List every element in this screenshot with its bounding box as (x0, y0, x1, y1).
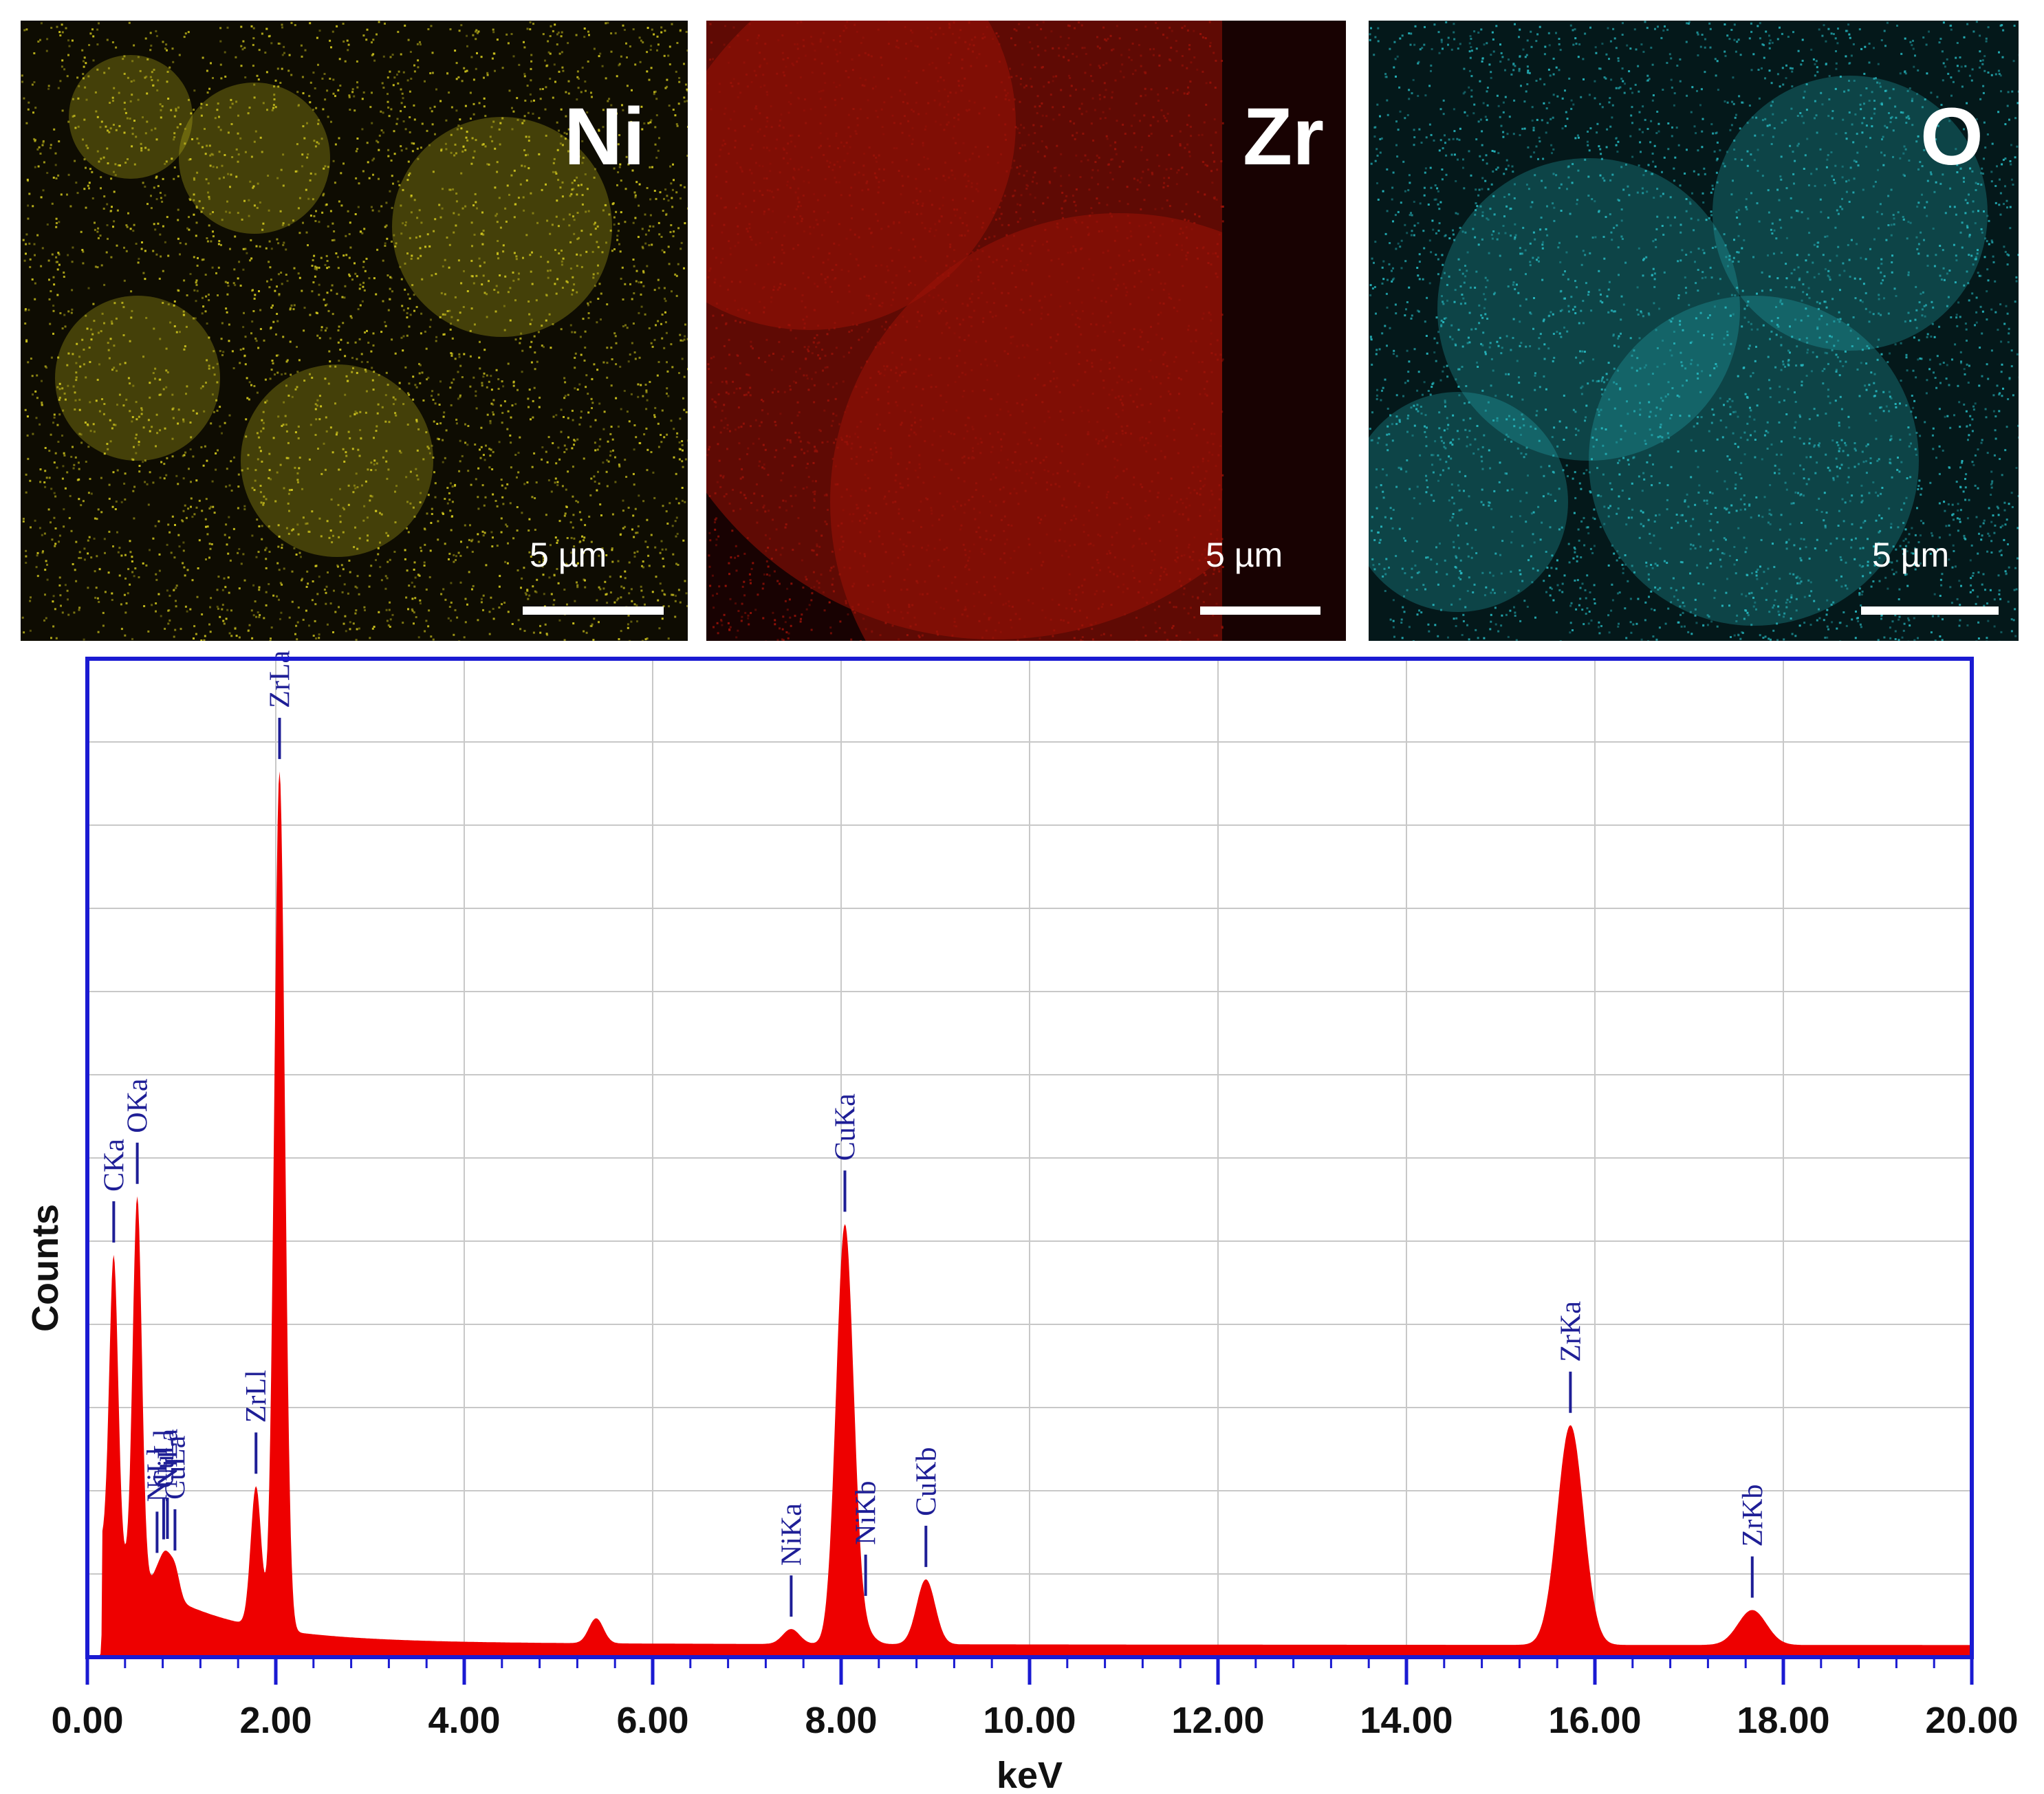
o-scale-bar (1861, 606, 1999, 615)
x-tick-label: 16.00 (1548, 1700, 1641, 1741)
x-ticks: 0.00 2.00 4.00 6.00 8.00 10.00 12.00 14.00 16.00… (51, 1657, 2019, 1741)
zr-map: Zr 5 µm (706, 21, 1346, 641)
peak-label: ZrKb (1737, 1484, 1769, 1546)
x-tick-label: 18.00 (1737, 1700, 1829, 1741)
peak-label: NiKb (851, 1481, 882, 1545)
peak-label: CuLa (160, 1435, 191, 1500)
x-tick-label: 14.00 (1360, 1700, 1453, 1741)
x-tick-label: 10.00 (983, 1700, 1076, 1741)
x-tick-label: 4.00 (428, 1700, 500, 1741)
peak-label: CKa (98, 1139, 130, 1192)
x-tick-label: 20.00 (1925, 1700, 2018, 1741)
x-tick-label: 6.00 (616, 1700, 688, 1741)
peak-label: NiLl (142, 1447, 173, 1502)
spectrum-area (87, 771, 1972, 1657)
peak-label: ZrLl (241, 1370, 272, 1423)
peak-label: CuKa (829, 1093, 861, 1161)
peak-label: ZrKa (1555, 1301, 1587, 1362)
ni-scale-bar (523, 606, 664, 615)
o-map-label: O (1920, 91, 1983, 182)
x-tick-label: 8.00 (805, 1700, 877, 1741)
zr-scale-label: 5 µm (1206, 536, 1283, 574)
peak-label: CuLl (149, 1429, 180, 1488)
ni-map: Ni 5 µm (21, 21, 688, 641)
x-tick-label: 12.00 (1171, 1700, 1264, 1741)
x-axis-title: keV (997, 1755, 1063, 1794)
zr-map-label: Zr (1243, 91, 1324, 182)
peak-label: NiKa (776, 1503, 807, 1566)
peak-label: OKa (122, 1078, 154, 1133)
peak-label: CuKb (911, 1447, 942, 1516)
o-scale-label: 5 µm (1872, 536, 1950, 574)
grid (87, 659, 1972, 1657)
peak-markers: CKaOKaCuLaCuLlNiLaNiLlZrLlZrLaNiKaCuKaNi… (98, 650, 1769, 1617)
o-map: O 5 µm (1369, 21, 2019, 641)
x-tick-label: 0.00 (51, 1700, 123, 1741)
ni-scale-label: 5 µm (530, 536, 607, 574)
o-map-image (1369, 21, 2019, 641)
x-tick-label: 2.00 (239, 1700, 312, 1741)
ni-map-label: Ni (564, 91, 645, 182)
ni-map-image (21, 21, 688, 641)
eds-spectrum-chart: CKaOKaCuLaCuLlNiLaNiLlZrLlZrLaNiKaCuKaNi… (25, 650, 2019, 1794)
y-axis-title: Counts (25, 1204, 66, 1332)
peak-label: NiLa (152, 1428, 184, 1488)
zr-scale-bar (1200, 606, 1320, 615)
zr-map-image (706, 21, 1346, 641)
